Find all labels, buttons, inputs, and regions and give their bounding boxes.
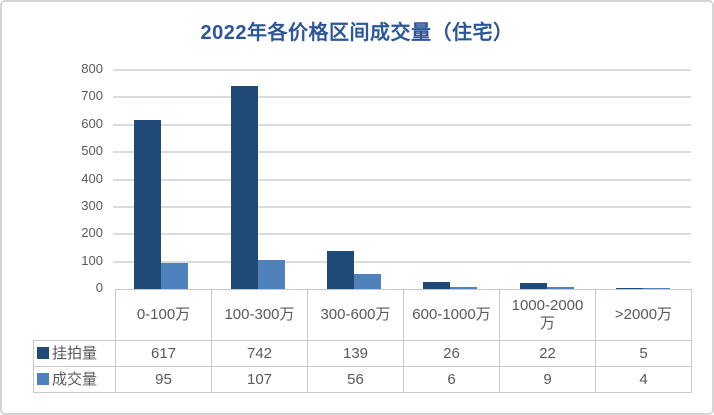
y-axis-tick-label: 600	[81, 115, 103, 131]
gridline	[113, 233, 691, 236]
y-axis-tick-label: 400	[81, 170, 103, 186]
bar-series2	[450, 287, 477, 289]
bar-series1	[231, 86, 258, 289]
gridline	[113, 178, 691, 181]
value-cell: 56	[307, 366, 404, 393]
y-axis-tick-label: 0	[95, 280, 103, 295]
chart-title: 2022年各价格区间成交量（住宅）	[200, 22, 514, 44]
gridline	[113, 260, 691, 263]
bar-series2	[643, 288, 670, 289]
table-corner-cell	[34, 290, 116, 341]
value-cell: 4	[595, 366, 692, 393]
category-header-cell: 600-1000万	[403, 289, 500, 341]
value-cell: 9	[499, 366, 596, 393]
y-axis-tick-label: 300	[81, 197, 103, 213]
value-cell: 22	[499, 340, 596, 367]
bar-series2	[161, 263, 188, 289]
table-row: 挂拍量 617 742 139 26 22 5	[33, 340, 692, 367]
bar-series2	[547, 287, 574, 289]
bar-series2	[258, 260, 285, 289]
series-name-label: 成交量	[52, 370, 98, 388]
bar-series1	[423, 282, 450, 289]
y-axis-tick-label: 500	[81, 143, 103, 159]
gridline	[113, 151, 691, 154]
value-cell: 617	[115, 340, 212, 367]
value-cell: 742	[211, 340, 308, 367]
legend-swatch-icon	[37, 372, 49, 385]
plot-area	[113, 70, 691, 289]
data-table: 0-100万 100-300万 300-600万 600-1000万 1000-2000…	[33, 289, 692, 393]
legend-cell: 挂拍量	[33, 340, 116, 367]
category-header-cell: >2000万	[595, 289, 692, 341]
value-cell: 139	[307, 340, 404, 367]
value-cell: 5	[595, 340, 692, 367]
y-axis-tick-label: 200	[81, 225, 103, 241]
y-axis-tick-label: 800	[81, 61, 103, 76]
value-cell: 6	[403, 366, 500, 393]
bar-series1	[134, 120, 161, 289]
y-axis-tick-label: 100	[81, 252, 103, 268]
bar-series2	[354, 274, 381, 289]
table-row: 成交量 95 107 56 6 9 4	[33, 366, 692, 393]
gridline	[113, 69, 691, 71]
bar-series1	[520, 283, 547, 289]
bar-series1	[616, 288, 643, 289]
bar-series1	[327, 251, 354, 289]
category-header-cell: 0-100万	[115, 289, 212, 341]
y-axis-tick-label: 700	[81, 88, 103, 104]
gridline	[113, 96, 691, 99]
category-header-cell: 300-600万	[307, 289, 404, 341]
value-cell: 26	[403, 340, 500, 367]
series-name-label: 挂拍量	[52, 344, 98, 362]
category-header-cell: 1000-2000万	[499, 289, 596, 341]
gridline	[113, 205, 691, 208]
legend-swatch-icon	[37, 346, 49, 359]
category-header-cell: 100-300万	[211, 289, 308, 341]
value-cell: 107	[211, 366, 308, 393]
value-cell: 95	[115, 366, 212, 393]
gridline	[113, 123, 691, 126]
legend-cell: 成交量	[33, 366, 116, 393]
